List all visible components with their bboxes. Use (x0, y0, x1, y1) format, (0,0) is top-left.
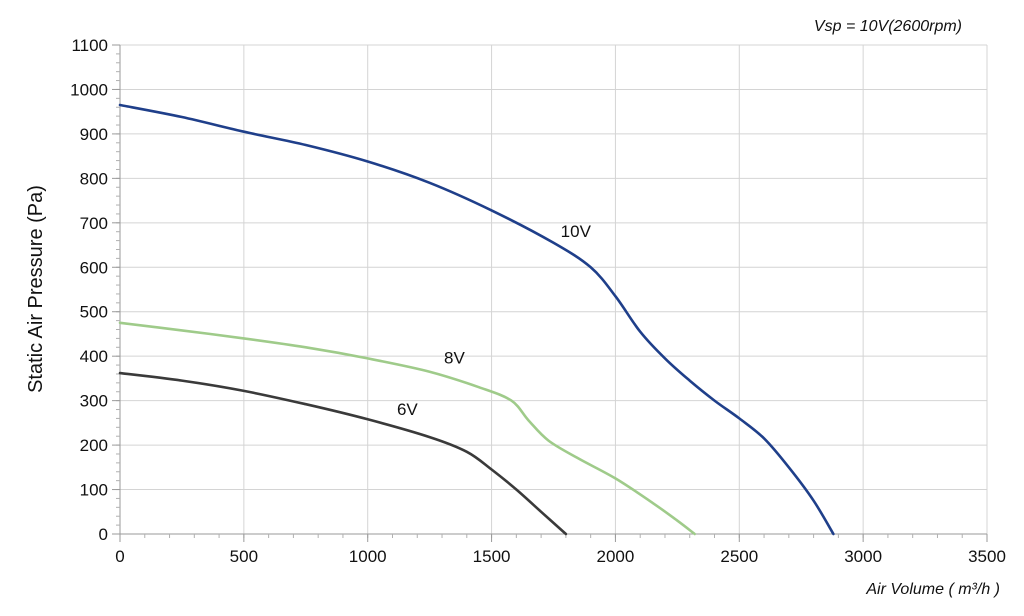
y-tick-label: 1100 (71, 36, 108, 55)
series-line-6v (118, 371, 568, 536)
y-tick-label: 500 (80, 303, 108, 322)
axes (112, 44, 988, 542)
series-line-10v (118, 103, 835, 536)
y-axis-title: Static Air Pressure (Pa) (25, 185, 47, 393)
series-label-10v: 10V (561, 222, 592, 241)
tick-labels: 0 500 1000 1500 2000 2500 3000 3500 0 100 200 300 40… (70, 36, 1006, 566)
y-tick-label: 800 (80, 169, 108, 188)
series-label-8v: 8V (444, 348, 465, 367)
series-label-6v: 6V (397, 400, 418, 419)
x-axis-title: Air Volume ( m³/h ) (865, 581, 1000, 598)
y-tick-label: 100 (80, 481, 108, 500)
series-line-8v (118, 321, 696, 536)
y-tick-label: 700 (80, 214, 108, 233)
x-tick-label: 1000 (349, 547, 387, 566)
x-tick-label: 2500 (720, 547, 758, 566)
x-tick-label: 0 (115, 547, 124, 566)
x-tick-label: 3500 (968, 547, 1006, 566)
y-tick-label: 400 (80, 347, 108, 366)
y-tick-label: 600 (80, 258, 108, 277)
speed-annotation: Vsp = 10V(2600rpm) (814, 18, 962, 35)
y-tick-label: 0 (99, 525, 108, 544)
x-tick-label: 500 (230, 547, 258, 566)
x-tick-label: 1500 (473, 547, 511, 566)
y-tick-label: 200 (80, 436, 108, 455)
series-labels: 10V 8V 6V (397, 222, 592, 419)
grid (120, 44, 988, 534)
series-curves (118, 103, 835, 536)
y-tick-label: 1000 (70, 80, 108, 99)
x-tick-label: 2000 (597, 547, 635, 566)
y-tick-label: 300 (80, 392, 108, 411)
y-tick-label: 900 (80, 125, 108, 144)
x-tick-label: 3000 (844, 547, 882, 566)
